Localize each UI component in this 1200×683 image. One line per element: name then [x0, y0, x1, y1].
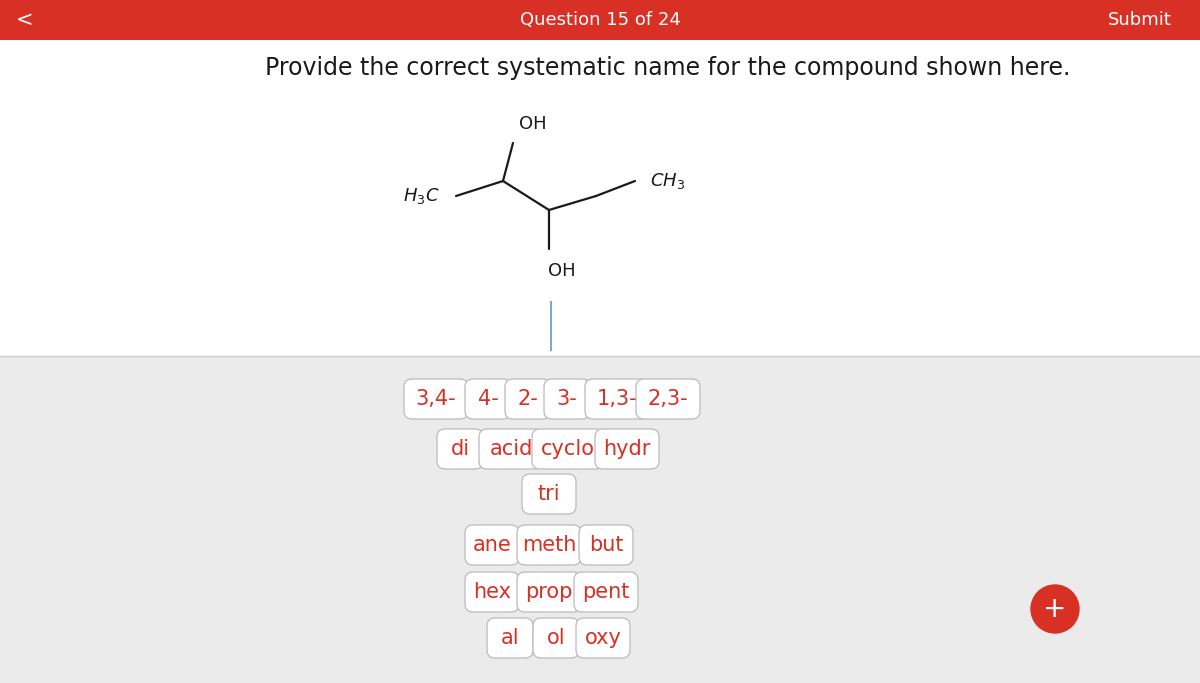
Text: pent: pent: [582, 582, 630, 602]
FancyBboxPatch shape: [532, 429, 604, 469]
Text: tri: tri: [538, 484, 560, 504]
Text: 3-: 3-: [557, 389, 577, 409]
FancyBboxPatch shape: [544, 379, 590, 419]
Text: +: +: [1043, 595, 1067, 623]
FancyBboxPatch shape: [517, 572, 581, 612]
FancyBboxPatch shape: [574, 572, 638, 612]
Text: meth: meth: [522, 535, 576, 555]
Text: acid: acid: [490, 439, 533, 459]
FancyBboxPatch shape: [517, 525, 581, 565]
Text: $CH_3$: $CH_3$: [650, 171, 685, 191]
Bar: [0, 0, 1200, 40]
Text: <: <: [17, 10, 34, 30]
Text: but: but: [589, 535, 623, 555]
Bar: [0, 356, 1200, 683]
Text: di: di: [450, 439, 469, 459]
Text: ol: ol: [547, 628, 565, 648]
Text: hex: hex: [473, 582, 511, 602]
Text: 4-: 4-: [478, 389, 498, 409]
FancyBboxPatch shape: [580, 525, 634, 565]
Text: OH: OH: [520, 115, 547, 133]
Text: $H_3C$: $H_3C$: [403, 186, 440, 206]
FancyBboxPatch shape: [466, 525, 520, 565]
Text: 1,3-: 1,3-: [596, 389, 637, 409]
Text: ane: ane: [473, 535, 511, 555]
Text: cyclo: cyclo: [541, 439, 595, 459]
FancyBboxPatch shape: [487, 618, 533, 658]
FancyBboxPatch shape: [636, 379, 700, 419]
Circle shape: [1031, 585, 1079, 633]
FancyBboxPatch shape: [466, 572, 520, 612]
FancyBboxPatch shape: [466, 379, 511, 419]
Text: al: al: [500, 628, 520, 648]
FancyBboxPatch shape: [522, 474, 576, 514]
FancyBboxPatch shape: [595, 429, 659, 469]
Text: oxy: oxy: [584, 628, 622, 648]
Text: Provide the correct systematic name for the compound shown here.: Provide the correct systematic name for …: [265, 56, 1070, 80]
Text: hydr: hydr: [604, 439, 650, 459]
FancyBboxPatch shape: [437, 429, 482, 469]
FancyBboxPatch shape: [404, 379, 468, 419]
FancyBboxPatch shape: [479, 429, 542, 469]
Bar: [0, 40, 1200, 356]
Text: 3,4-: 3,4-: [415, 389, 456, 409]
FancyBboxPatch shape: [533, 618, 580, 658]
Text: prop: prop: [526, 582, 572, 602]
Text: 2,3-: 2,3-: [648, 389, 689, 409]
Text: 2-: 2-: [517, 389, 539, 409]
FancyBboxPatch shape: [586, 379, 649, 419]
FancyBboxPatch shape: [505, 379, 551, 419]
Text: Question 15 of 24: Question 15 of 24: [520, 11, 680, 29]
Text: Submit: Submit: [1108, 11, 1172, 29]
FancyBboxPatch shape: [576, 618, 630, 658]
Text: OH: OH: [548, 262, 576, 280]
